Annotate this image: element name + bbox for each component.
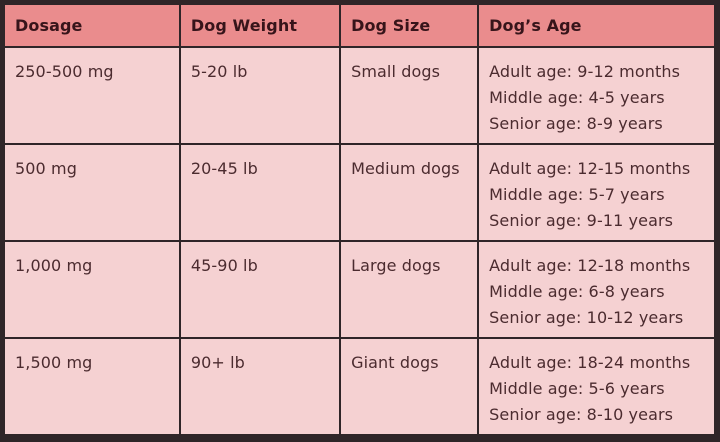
age-line-senior: Senior age: 10-12 years (489, 308, 684, 327)
age-cell: Adult age: 9-12 months Middle age: 4-5 y… (477, 46, 718, 145)
size-cell: Medium dogs (339, 143, 480, 242)
age-line-middle: Middle age: 5-6 years (489, 379, 665, 398)
size-cell: Large dogs (339, 240, 480, 339)
size-cell: Small dogs (339, 46, 480, 145)
column-header-dosage: Dosage (1, 1, 181, 48)
age-line-adult: Adult age: 9-12 months (489, 62, 681, 81)
column-header-size: Dog Size (339, 1, 480, 48)
age-line-adult: Adult age: 18-24 months (489, 353, 691, 372)
age-line-middle: Middle age: 6-8 years (489, 282, 665, 301)
dosage-cell: 500 mg (1, 143, 181, 242)
age-line-senior: Senior age: 9-11 years (489, 211, 674, 230)
age-line-senior: Senior age: 8-9 years (489, 114, 663, 133)
dosage-cell: 1,500 mg (1, 337, 181, 439)
weight-cell: 90+ lb (178, 337, 342, 439)
dosage-cell: 1,000 mg (1, 240, 181, 339)
size-cell: Giant dogs (339, 337, 480, 439)
age-line-middle: Middle age: 5-7 years (489, 185, 665, 204)
weight-cell: 5-20 lb (178, 46, 342, 145)
column-header-weight: Dog Weight (178, 1, 342, 48)
column-header-age: Dog’s Age (477, 1, 718, 48)
table-row-small-dogs: 250-500 mg 5-20 lb Small dogs Adult age:… (1, 46, 718, 145)
dosage-cell: 250-500 mg (1, 46, 181, 145)
weight-cell: 45-90 lb (178, 240, 342, 339)
age-line-middle: Middle age: 4-5 years (489, 88, 665, 107)
age-line-senior: Senior age: 8-10 years (489, 405, 674, 424)
age-cell: Adult age: 12-18 months Middle age: 6-8 … (477, 240, 718, 339)
header-row: Dosage Dog Weight Dog Size Dog’s Age (1, 1, 718, 48)
weight-cell: 20-45 lb (178, 143, 342, 242)
table-row-medium-dogs: 500 mg 20-45 lb Medium dogs Adult age: 1… (1, 143, 718, 242)
age-cell: Adult age: 12-15 months Middle age: 5-7 … (477, 143, 718, 242)
age-line-adult: Adult age: 12-18 months (489, 256, 691, 275)
table-header: Dosage Dog Weight Dog Size Dog’s Age (1, 1, 718, 48)
age-cell: Adult age: 18-24 months Middle age: 5-6 … (477, 337, 718, 439)
table-row-giant-dogs: 1,500 mg 90+ lb Giant dogs Adult age: 18… (1, 337, 718, 439)
age-line-adult: Adult age: 12-15 months (489, 159, 691, 178)
table-body: 250-500 mg 5-20 lb Small dogs Adult age:… (1, 46, 718, 439)
table-row-large-dogs: 1,000 mg 45-90 lb Large dogs Adult age: … (1, 240, 718, 339)
